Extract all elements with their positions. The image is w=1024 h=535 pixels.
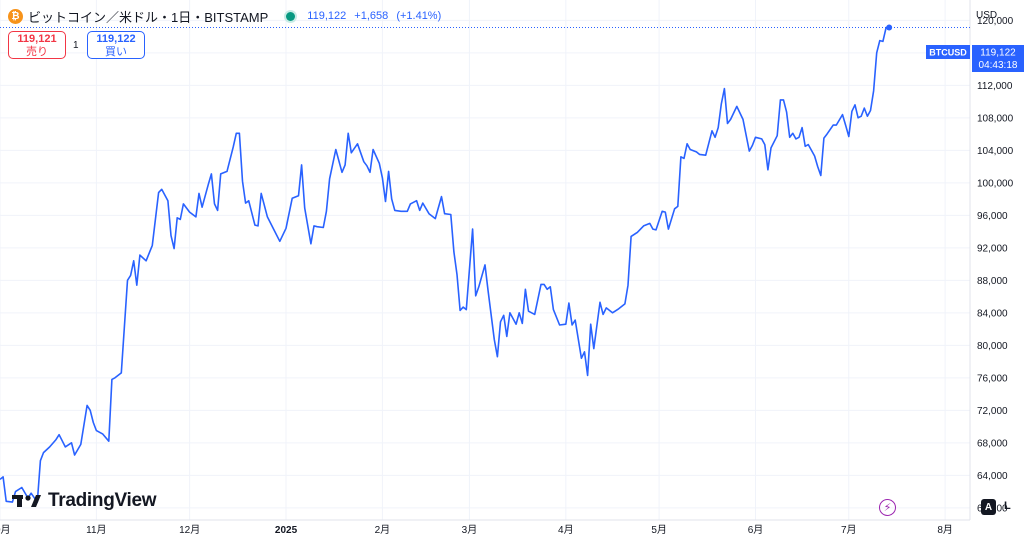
spread-value: 1 — [73, 40, 79, 51]
last-price-box — [972, 45, 1024, 72]
y-tick-label: 120,000 — [977, 16, 1014, 27]
x-tick-label: 4月 — [558, 524, 574, 535]
last-price-dot — [886, 24, 893, 31]
y-tick-label: 100,000 — [977, 178, 1014, 189]
time-axis[interactable]: 10月 11月 12月 2025 2月 3月 4月 5月 6月 7月 8月 — [0, 524, 953, 535]
y-tick-label: 88,000 — [977, 276, 1008, 287]
tradingview-logo[interactable]: TradingView — [12, 490, 157, 512]
x-tick-label: 8月 — [937, 524, 953, 535]
header-change: +1,658 — [354, 10, 389, 22]
y-tick-label: 92,000 — [977, 243, 1008, 254]
price-label-group: BTCUSD 119,122 04:43:18 — [926, 45, 1024, 72]
market-open-icon — [286, 11, 296, 21]
y-tick-label: 72,000 — [977, 406, 1008, 417]
x-tick-label: 6月 — [748, 524, 764, 535]
header-quote: 119,122 +1,658 (+1.41%) — [307, 10, 446, 22]
buy-button[interactable]: 119,122 買い — [87, 31, 145, 59]
ticker-label: BTCUSD — [929, 48, 967, 58]
header-price: 119,122 — [307, 10, 347, 22]
series-line — [0, 26, 890, 503]
chart-header: ₿ ビットコイン／米ドル・1日・BITSTAMP 119,122 +1,658 … — [8, 6, 446, 26]
buy-label: 買い — [105, 46, 127, 58]
x-tick-label: 5月 — [651, 524, 667, 535]
y-tick-label: 108,000 — [977, 113, 1014, 124]
chart-grid — [0, 0, 970, 520]
x-tick-label: 2月 — [375, 524, 391, 535]
ticker-label-box — [926, 45, 970, 59]
x-tick-label: 2025 — [275, 525, 298, 535]
sell-price: 119,121 — [17, 33, 57, 45]
x-tick-label: 10月 — [0, 524, 11, 535]
y-tick-label: 76,000 — [977, 373, 1008, 384]
y-tick-label: 68,000 — [977, 438, 1008, 449]
price-axis[interactable]: 60,00064,00068,00072,00076,00080,00084,0… — [977, 16, 1014, 515]
sell-button[interactable]: 119,121 売り — [8, 31, 66, 59]
bitcoin-icon: ₿ — [8, 8, 23, 24]
x-tick-label: 3月 — [462, 524, 478, 535]
y-tick-label: 112,000 — [977, 81, 1013, 92]
y-tick-label: 80,000 — [977, 341, 1008, 352]
countdown-label: 04:43:18 — [979, 60, 1018, 71]
sell-label: 売り — [26, 46, 48, 58]
lightning-icon[interactable]: ⚡ — [879, 499, 896, 516]
log-scale-button[interactable]: L — [1004, 500, 1011, 512]
last-price-label: 119,122 — [980, 48, 1016, 59]
auto-scale-button[interactable]: A — [981, 499, 996, 515]
tradingview-logo-icon — [12, 495, 41, 507]
x-tick-label: 11月 — [86, 524, 106, 535]
y-tick-label: 64,000 — [977, 471, 1008, 482]
buy-price: 119,122 — [96, 33, 136, 45]
header-change-pct: (+1.41%) — [396, 10, 442, 22]
y-tick-label: 104,000 — [977, 146, 1014, 157]
y-tick-label: 96,000 — [977, 211, 1008, 222]
x-tick-label: 7月 — [841, 524, 857, 535]
x-tick-label: 12月 — [179, 524, 200, 535]
y-tick-label: 84,000 — [977, 308, 1008, 319]
symbol-title[interactable]: ビットコイン／米ドル・1日・BITSTAMP — [28, 9, 269, 25]
brand-name: TradingView — [48, 490, 157, 511]
currency-selector[interactable]: USD — [976, 10, 998, 21]
